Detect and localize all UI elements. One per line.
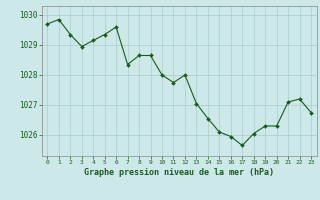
X-axis label: Graphe pression niveau de la mer (hPa): Graphe pression niveau de la mer (hPa) — [84, 168, 274, 177]
